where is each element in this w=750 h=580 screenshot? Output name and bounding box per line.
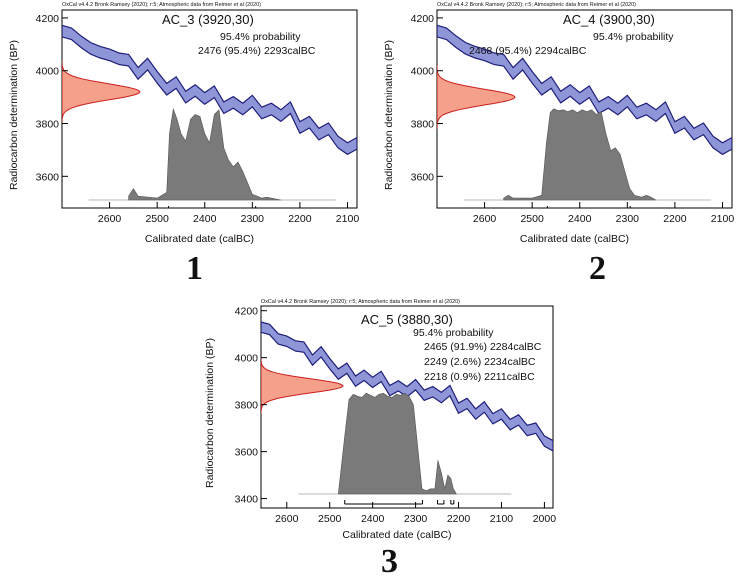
sample-title: AC_3 (3920,30) bbox=[162, 12, 254, 27]
range-text-1: 2468 (95.4%) 2294calBC bbox=[469, 45, 587, 57]
probability-label: 95.4% probability bbox=[593, 31, 674, 43]
range-text-2: 2249 (2.6%) 2234calBC bbox=[424, 356, 536, 368]
probability-label: 95.4% probability bbox=[413, 327, 494, 339]
x-axis-label: Calibrated date (calBC) bbox=[520, 233, 629, 245]
y-axis-label: Radiocarbon determination (BP) bbox=[8, 40, 20, 190]
measured-date-distribution bbox=[62, 60, 141, 124]
calibration-curve-band bbox=[261, 321, 553, 452]
y-tick-label: 3800 bbox=[235, 400, 259, 412]
measured-date-distribution bbox=[437, 65, 516, 129]
figure-number-1: 1 bbox=[186, 250, 203, 287]
y-tick-label: 3800 bbox=[411, 119, 435, 131]
sample-title: AC_4 (3900,30) bbox=[563, 12, 655, 27]
calibration-curve-band bbox=[62, 24, 357, 156]
calibrated-date-distribution bbox=[338, 392, 457, 495]
y-tick-label: 4200 bbox=[235, 306, 259, 318]
calibrated-date-distribution bbox=[503, 108, 657, 201]
y-tick-label: 4000 bbox=[411, 66, 435, 78]
y-tick-label: 3600 bbox=[411, 171, 435, 183]
x-tick-label: 2300 bbox=[241, 213, 265, 225]
x-tick-label: 2600 bbox=[98, 213, 122, 225]
x-tick-label: 2100 bbox=[711, 213, 735, 225]
oxcal-header: OxCal v4.4.2 Bronk Ramsey (2020); r:5; A… bbox=[62, 2, 261, 8]
y-tick-label: 3800 bbox=[36, 119, 60, 131]
y-tick-label: 4200 bbox=[36, 13, 60, 25]
plot-area bbox=[62, 24, 357, 208]
x-tick-label: 2400 bbox=[361, 513, 385, 525]
x-tick-label: 2200 bbox=[663, 213, 687, 225]
oxcal-header: OxCal v4.4.2 Bronk Ramsey (2020); r:5; A… bbox=[261, 299, 460, 305]
x-tick-label: 2300 bbox=[404, 513, 428, 525]
x-tick-label: 2500 bbox=[318, 513, 342, 525]
calibration-plot-svg-1: OxCal v4.4.2 Bronk Ramsey (2020); r:5; A… bbox=[8, 2, 360, 245]
calibration-chart-3: OxCal v4.4.2 Bronk Ramsey (2020); r:5; A… bbox=[193, 292, 563, 547]
y-axis-label: Radiocarbon determination (BP) bbox=[204, 338, 216, 488]
x-axis-label: Calibrated date (calBC) bbox=[342, 529, 451, 541]
x-tick-label: 2400 bbox=[193, 213, 217, 225]
x-tick-label: 2200 bbox=[447, 513, 471, 525]
x-tick-label: 2100 bbox=[336, 213, 360, 225]
calibration-plot-svg-2: OxCal v4.4.2 Bronk Ramsey (2020); r:5; A… bbox=[383, 2, 735, 245]
calibration-plot-svg-3: OxCal v4.4.2 Bronk Ramsey (2020); r:5; A… bbox=[204, 299, 557, 541]
range-text-3: 2218 (0.9%) 2211calBC bbox=[424, 371, 535, 383]
y-tick-label: 3600 bbox=[36, 171, 60, 183]
x-tick-label: 2400 bbox=[568, 213, 592, 225]
plot-area bbox=[261, 321, 553, 505]
x-axis-label: Calibrated date (calBC) bbox=[145, 233, 254, 245]
y-axis-label: Radiocarbon determination (BP) bbox=[383, 40, 395, 190]
x-tick-label: 2000 bbox=[533, 513, 557, 525]
calibration-curve-band bbox=[437, 24, 732, 156]
oxcal-header: OxCal v4.4.2 Bronk Ramsey (2020); r:5; A… bbox=[437, 2, 636, 8]
y-tick-label: 4000 bbox=[235, 353, 259, 365]
range-text-1: 2465 (91.9%) 2284calBC bbox=[424, 341, 542, 353]
y-tick-label: 3400 bbox=[235, 494, 259, 506]
calibrated-date-distribution bbox=[128, 108, 282, 201]
y-tick-label: 4200 bbox=[411, 13, 435, 25]
x-tick-label: 2600 bbox=[473, 213, 497, 225]
x-tick-label: 2100 bbox=[490, 513, 514, 525]
range-text-1: 2476 (95.4%) 2293calBC bbox=[198, 45, 316, 57]
figure-number-2: 2 bbox=[589, 250, 606, 287]
y-tick-label: 4000 bbox=[36, 66, 60, 78]
x-tick-label: 2600 bbox=[275, 513, 299, 525]
x-tick-label: 2200 bbox=[288, 213, 312, 225]
x-tick-label: 2300 bbox=[616, 213, 640, 225]
calibration-chart-1: OxCal v4.4.2 Bronk Ramsey (2020); r:5; A… bbox=[0, 0, 375, 250]
sample-title: AC_5 (3880,30) bbox=[361, 312, 453, 327]
y-tick-label: 3600 bbox=[235, 447, 259, 459]
x-tick-label: 2500 bbox=[145, 213, 169, 225]
figure-number-3: 3 bbox=[381, 543, 398, 580]
calibration-chart-2: OxCal v4.4.2 Bronk Ramsey (2020); r:5; A… bbox=[375, 0, 750, 250]
plot-area bbox=[437, 24, 732, 208]
x-tick-label: 2500 bbox=[520, 213, 544, 225]
probability-label: 95.4% probability bbox=[220, 31, 301, 43]
